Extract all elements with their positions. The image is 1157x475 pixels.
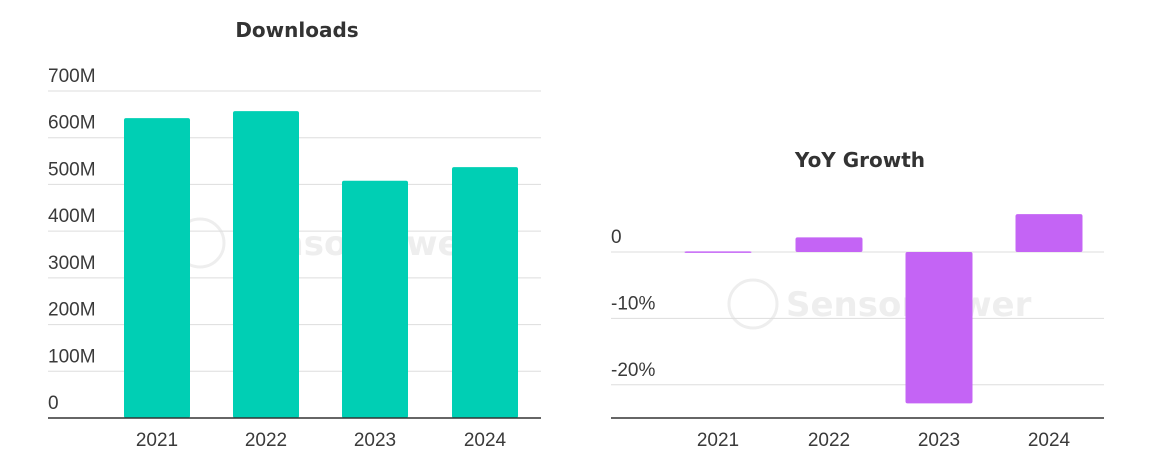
y-tick-label: -10% — [611, 293, 655, 314]
yoy-growth-chart: SensorTower YoY Growth 0 -10% -20% 2021 2022 20… — [611, 148, 1104, 451]
y-tick-label: -20% — [611, 360, 655, 381]
bar-2023 — [342, 180, 408, 418]
x-tick-label: 2024 — [464, 430, 507, 451]
downloads-chart: SensorTower Downloads 0 100M 200M 300M 400M 500… — [48, 18, 541, 451]
bar-2024 — [452, 167, 518, 418]
chart-title: Downloads — [235, 18, 358, 42]
y-tick-label: 700M — [48, 66, 96, 87]
chart-title: YoY Growth — [794, 148, 925, 172]
watermark-logo: SensorTower — [727, 278, 1032, 330]
x-tick-label: 2024 — [1028, 430, 1071, 451]
y-tick-label: 200M — [48, 300, 96, 321]
x-tick-label: 2022 — [245, 430, 287, 451]
watermark-icon — [727, 278, 779, 330]
bar-2022 — [233, 111, 299, 418]
y-tick-label: 400M — [48, 206, 96, 227]
x-tick-label: 2023 — [918, 430, 960, 451]
bar-2021 — [124, 118, 190, 418]
bar-2021 — [684, 251, 752, 253]
y-tick-label: 600M — [48, 113, 96, 134]
x-tick-label: 2022 — [808, 430, 850, 451]
y-tick-label: 300M — [48, 253, 96, 274]
watermark-logo: SensorTower — [174, 217, 478, 269]
y-tick-label: 100M — [48, 346, 96, 367]
x-tick-label: 2021 — [697, 430, 739, 451]
y-tick-label: 0 — [48, 393, 59, 414]
x-tick-label: 2021 — [136, 430, 178, 451]
y-tick-label: 0 — [611, 227, 622, 248]
x-tick-label: 2023 — [354, 430, 396, 451]
y-tick-label: 500M — [48, 159, 96, 180]
bar-2024 — [1015, 214, 1083, 252]
bar-2023 — [905, 252, 973, 404]
bar-2022 — [795, 237, 863, 252]
